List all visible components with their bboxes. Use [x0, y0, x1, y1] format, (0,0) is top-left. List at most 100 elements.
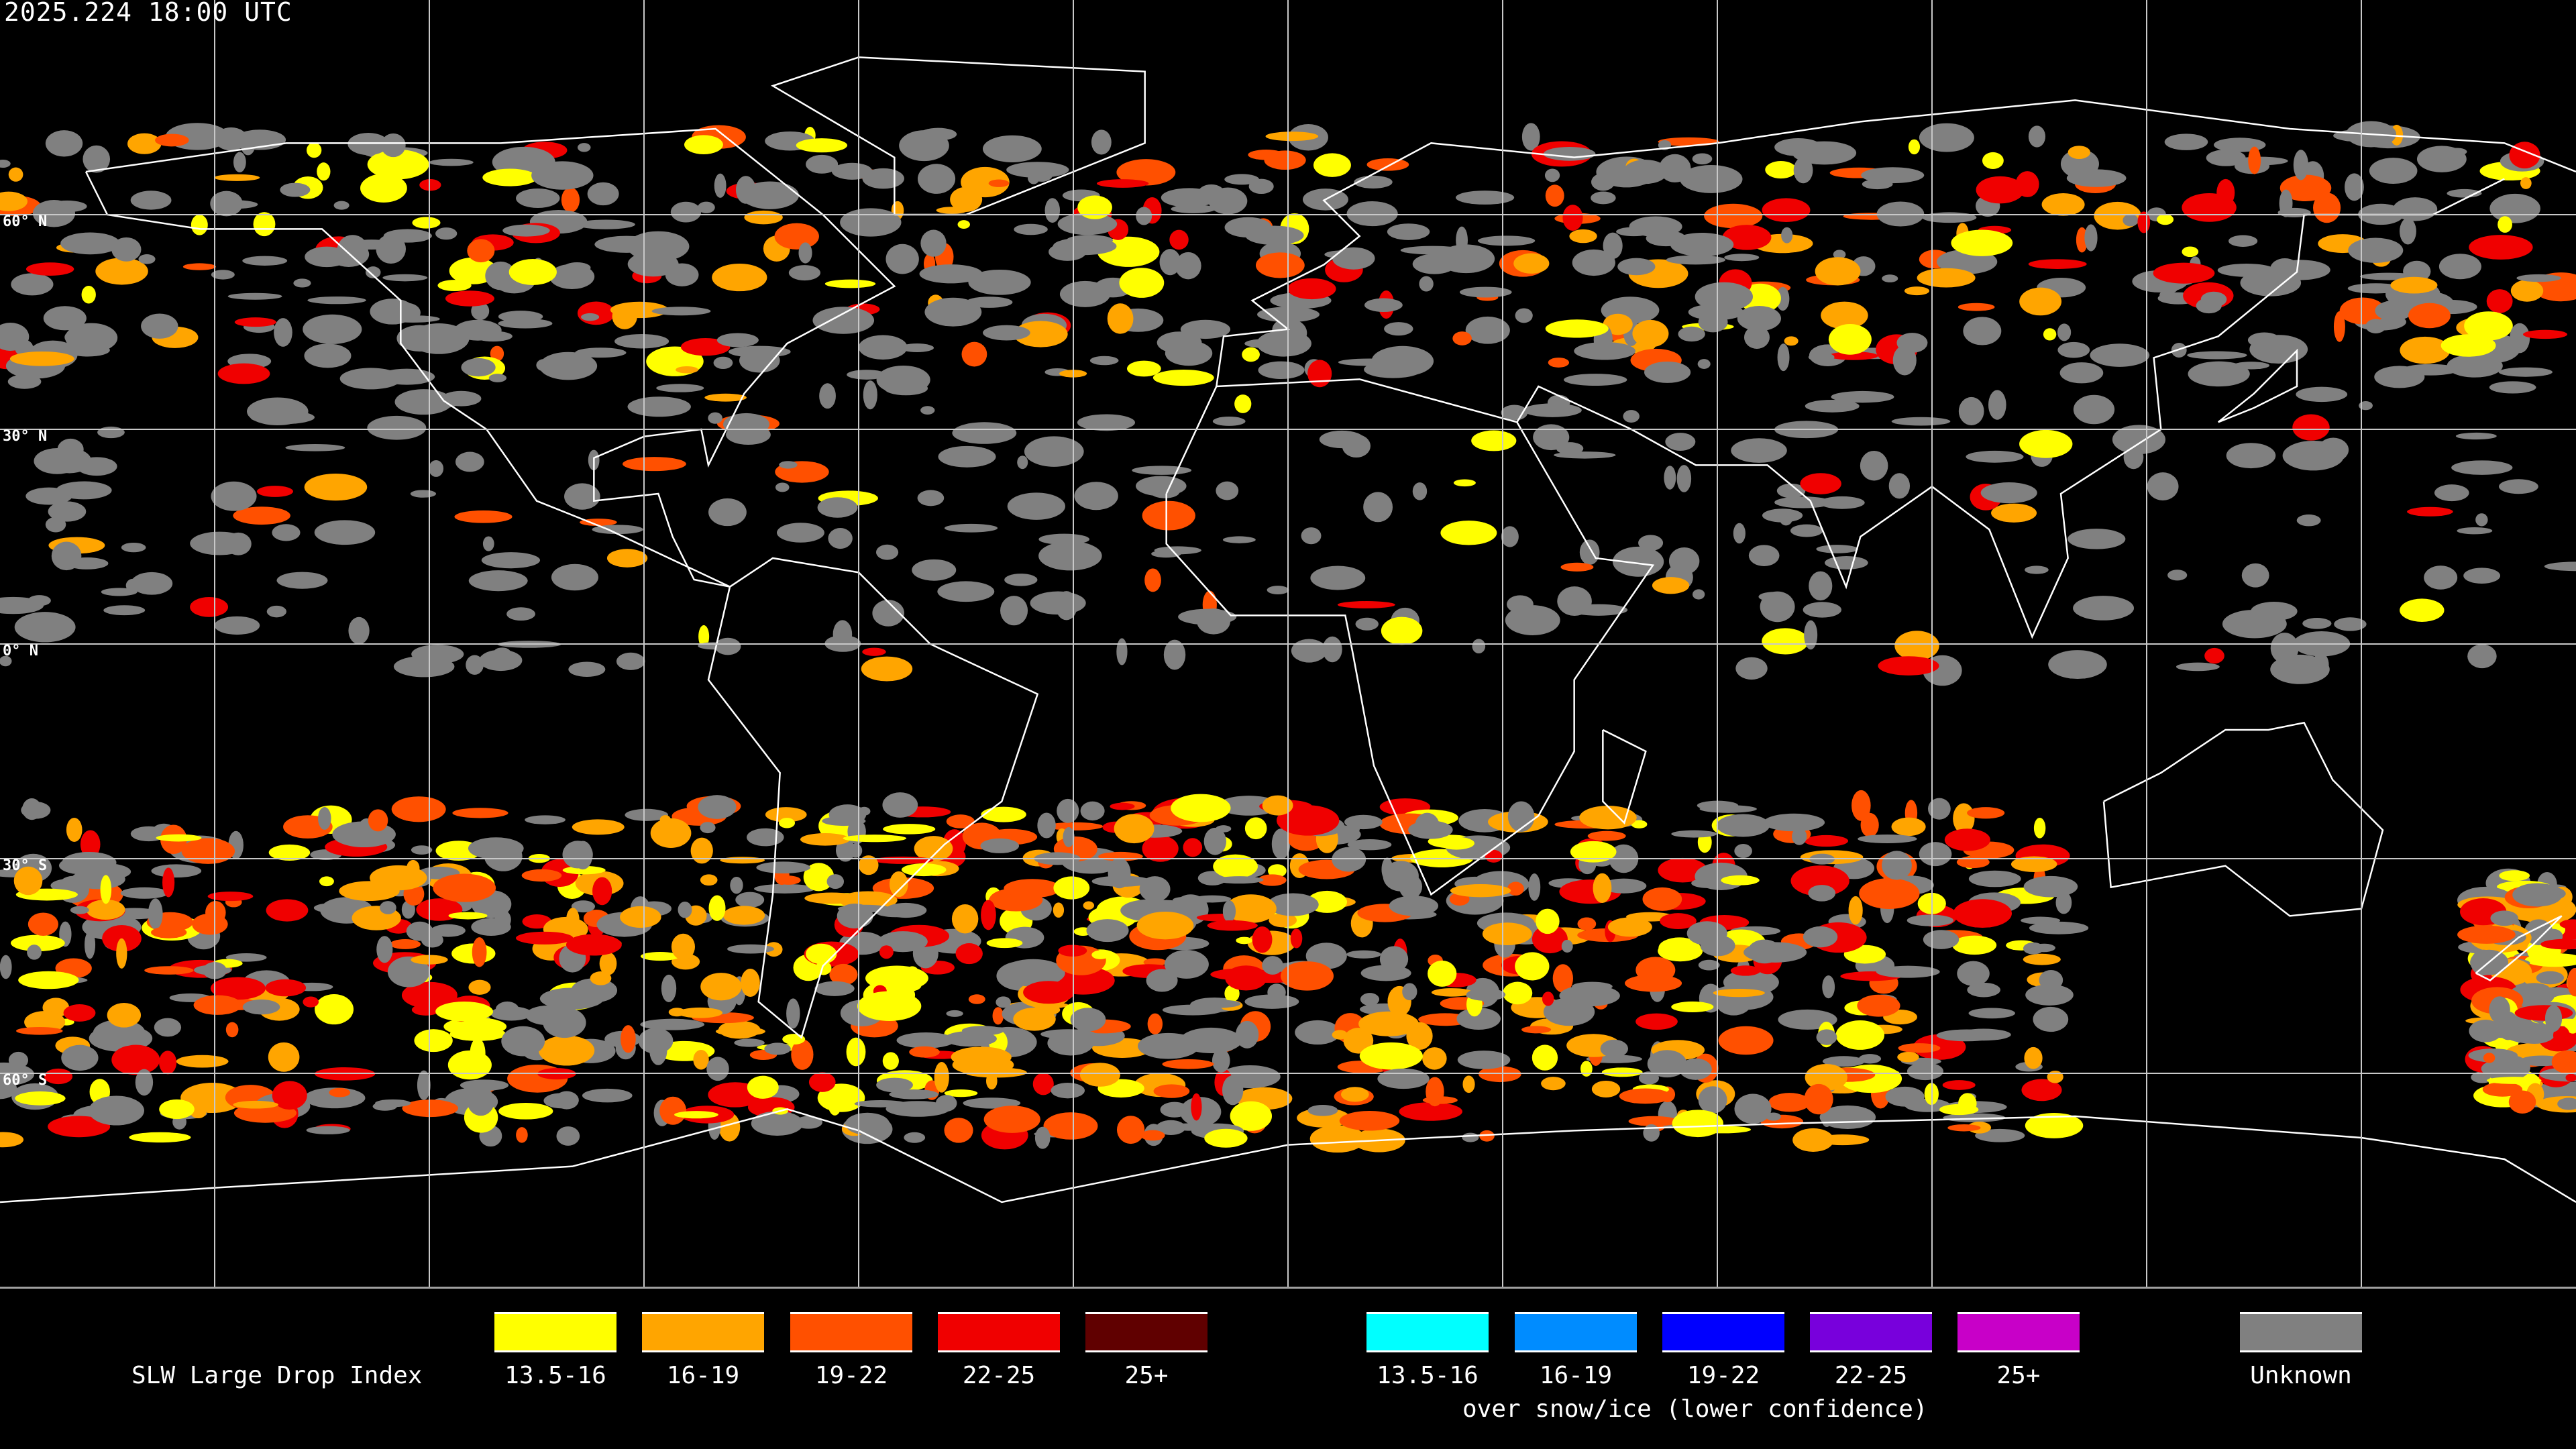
cloud-patch [2047, 1071, 2063, 1083]
cloud-patch [1222, 1075, 1244, 1106]
cloud-patch [360, 174, 407, 203]
cloud-patch [1953, 899, 2012, 928]
cloud-patch [2296, 514, 2321, 527]
cloud-patch [1670, 232, 1734, 257]
cloud-patch [568, 661, 606, 678]
cloud-patch [720, 857, 765, 864]
cloud-patch [1570, 841, 1617, 863]
cloud-patch [467, 1086, 494, 1116]
cloud-patch [1815, 257, 1861, 286]
cloud-patch [375, 1099, 411, 1108]
cloud-patch [944, 523, 998, 533]
cloud-patch [1262, 956, 1283, 975]
cloud-patch [1203, 827, 1227, 855]
cloud-patch [1713, 989, 1765, 998]
cloud-patch [1023, 981, 1075, 1004]
cloud-patch [1462, 1075, 1475, 1093]
cloud-patch [1804, 620, 1818, 650]
cloud-patch [9, 351, 74, 366]
cloud-patch [494, 910, 511, 930]
cloud-patch [365, 266, 381, 278]
cloud-patch [989, 1106, 1036, 1128]
cloud-patch [886, 978, 922, 993]
cloud-patch [63, 1004, 96, 1022]
cloud-patch [1175, 252, 1201, 280]
legend-label-snow: 16-19 [1539, 1362, 1613, 1389]
cloud-patch [1471, 430, 1517, 451]
cloud-patch [937, 581, 995, 602]
cloud-patch [265, 979, 307, 997]
cloud-patch [1808, 352, 1835, 362]
cloud-patch [217, 363, 270, 384]
cloud-patch [2147, 472, 2179, 500]
cloud-patch [181, 838, 235, 864]
cloud-patch [671, 933, 695, 961]
cloud-patch [2536, 971, 2565, 985]
cloud-patch [1171, 204, 1216, 213]
cloud-patch [233, 152, 246, 172]
cloud-patch [1733, 523, 1746, 544]
cloud-patch [8, 167, 23, 182]
cloud-patch [2021, 1079, 2062, 1102]
cloud-patch [1505, 605, 1560, 635]
cloud-patch [861, 656, 913, 682]
cloud-patch [1821, 301, 1868, 329]
cloud-patch [1603, 313, 1633, 335]
lat-label-60s: 60° S [3, 1072, 48, 1089]
cloud-patch [1364, 298, 1403, 312]
cloud-patch [1419, 276, 1434, 292]
cloud-patch [2516, 274, 2561, 282]
cloud-patch [1617, 258, 1656, 276]
cloud-patch [2123, 214, 2139, 227]
cloud-patch [1579, 539, 1600, 566]
cloud-patch [266, 605, 286, 618]
cloud-patch [1213, 854, 1258, 879]
cloud-patch [1876, 201, 1925, 227]
cloud-patch [934, 1061, 949, 1093]
cloud-patch [313, 903, 345, 913]
cloud-patch [1631, 820, 1648, 828]
cloud-patch [107, 1002, 142, 1028]
cloud-patch [1280, 961, 1334, 991]
cloud-patch [1533, 424, 1570, 451]
cloud-patch [1638, 1071, 1660, 1085]
cloud-patch [461, 358, 496, 377]
cloud-patch [754, 883, 816, 894]
cloud-patch [885, 1080, 898, 1088]
cloud-patch [120, 887, 168, 899]
cloud-patch [1593, 873, 1612, 904]
cloud-patch [829, 963, 858, 985]
legend-title: SLW Large Drop Index [131, 1362, 423, 1389]
cloud-patch [650, 818, 692, 848]
cloud-patch [538, 1035, 595, 1066]
cloud-patch [1096, 179, 1149, 188]
cloud-patch [1191, 1093, 1202, 1121]
cloud-patch [2475, 513, 2488, 527]
map-canvas [0, 0, 2576, 1288]
cloud-patch [211, 200, 258, 209]
cloud-patch [1816, 1029, 1837, 1045]
legend-swatch-snow [1810, 1312, 1932, 1352]
cloud-patch [2540, 938, 2576, 950]
cloud-patch [2024, 1046, 2043, 1069]
cloud-patch [1197, 184, 1225, 203]
cloud-patch [1623, 159, 1668, 184]
cloud-patch [1339, 1111, 1400, 1131]
cloud-patch [2510, 323, 2530, 354]
lat-label-30n: 30° N [3, 428, 48, 445]
cloud-patch [1359, 1042, 1424, 1070]
cloud-patch [1193, 895, 1232, 903]
cloud-patch [76, 457, 117, 476]
cloud-patch [1642, 887, 1682, 911]
cloud-patch [48, 501, 87, 522]
legend-swatch [494, 1312, 616, 1352]
cloud-patch [1063, 827, 1075, 847]
cloud-patch [2553, 1026, 2570, 1045]
cloud-patch [479, 649, 523, 672]
legend-swatch-snow [1662, 1312, 1784, 1352]
cloud-patch [1579, 806, 1637, 830]
cloud-patch [2073, 596, 2135, 621]
cloud-patch [1163, 639, 1186, 670]
cloud-patch [1171, 794, 1231, 822]
cloud-patch [180, 1083, 244, 1114]
